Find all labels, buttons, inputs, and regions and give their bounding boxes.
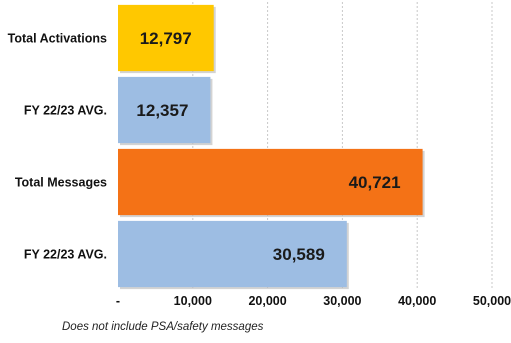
bars bbox=[118, 4, 425, 290]
labels: - 10,000 20,000 30,000 40,000 50,000 Total Act… bbox=[8, 29, 511, 308]
x-tick-label: - bbox=[116, 294, 120, 308]
bar bbox=[118, 220, 347, 288]
data-label: 30,589 bbox=[273, 245, 325, 264]
category-label: Total Activations bbox=[8, 32, 107, 46]
data-label: 12,357 bbox=[136, 101, 188, 120]
bar bbox=[118, 76, 211, 144]
bar bbox=[118, 4, 214, 72]
category-label: Total Messages bbox=[15, 176, 107, 190]
x-tick-label: 20,000 bbox=[248, 294, 286, 308]
x-tick-label: 30,000 bbox=[323, 294, 361, 308]
category-label: FY 22/23 AVG. bbox=[24, 104, 107, 118]
footnote: Does not include PSA/safety messages bbox=[62, 321, 264, 333]
x-tick-label: 10,000 bbox=[174, 294, 212, 308]
x-tick-label: 50,000 bbox=[473, 294, 511, 308]
x-tick-label: 40,000 bbox=[398, 294, 436, 308]
data-label: 12,797 bbox=[140, 29, 192, 48]
data-label: 40,721 bbox=[349, 173, 401, 192]
bar bbox=[118, 148, 423, 216]
category-label: FY 22/23 AVG. bbox=[24, 248, 107, 262]
